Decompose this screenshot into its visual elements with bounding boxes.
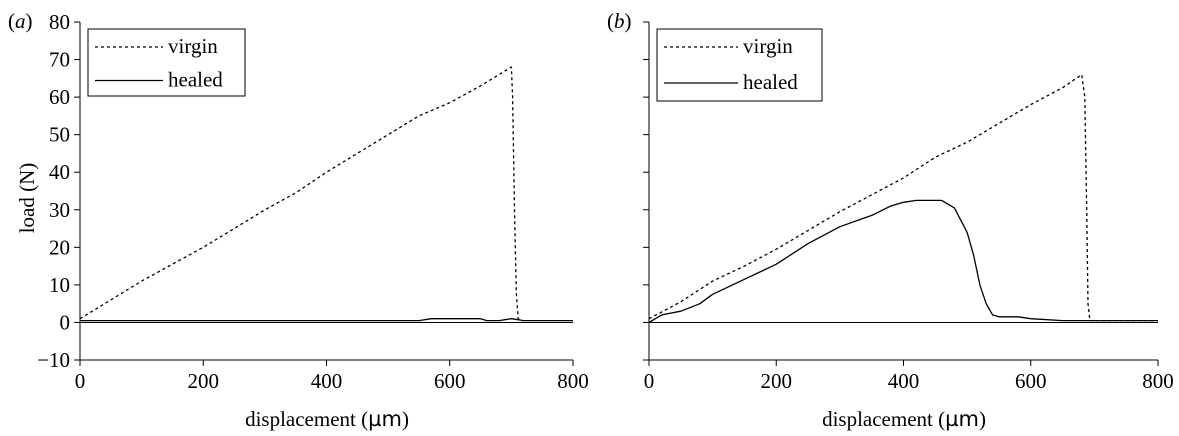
- legend-box: [656, 28, 823, 102]
- legend-label-virgin: virgin: [743, 34, 793, 58]
- y-tick-label: 60: [49, 85, 70, 109]
- x-axis-title: displacement (µm): [822, 407, 986, 431]
- x-tick-label: 0: [75, 369, 86, 393]
- x-tick-label: 200: [188, 369, 220, 393]
- x-tick-label: 200: [761, 369, 793, 393]
- x-tick-label: 600: [434, 369, 466, 393]
- legend: virgin healed: [656, 28, 823, 102]
- x-tick-label: 800: [557, 369, 589, 393]
- series-line-virgin: [648, 73, 1158, 322]
- panel-b: (b) displacement (µm) 0 200 400 600 800 virgi…: [607, 9, 1174, 431]
- y-axis-title: load (N): [15, 163, 39, 234]
- legend-label-virgin: virgin: [168, 34, 218, 58]
- panel-label-b: (b): [607, 9, 632, 33]
- y-tick-label: 10: [49, 273, 70, 297]
- y-tick-label: 40: [49, 160, 70, 184]
- legend: virgin healed: [87, 28, 246, 97]
- y-tick-label: 20: [49, 235, 70, 259]
- y-tick-label: 80: [49, 10, 70, 34]
- x-tick-label: 400: [888, 369, 920, 393]
- y-tick-label: 30: [49, 198, 70, 222]
- y-tick-label: 70: [49, 48, 70, 72]
- legend-label-healed: healed: [743, 70, 798, 94]
- legend-box: [87, 28, 246, 97]
- panel-a: (a) load (N) displacement (µm) −10010203…: [8, 9, 589, 431]
- y-tick-label: 50: [49, 123, 70, 147]
- x-axis-title: displacement (µm): [245, 407, 409, 431]
- series-line-healed: [648, 199, 1158, 323]
- x-tick-label: 600: [1015, 369, 1047, 393]
- y-tick-label: 0: [60, 310, 71, 334]
- series-line-healed: [80, 318, 573, 322]
- x-tick-label: 800: [1142, 369, 1174, 393]
- x-tick-label: 0: [644, 369, 655, 393]
- series-line-virgin: [79, 66, 524, 322]
- y-tick-label: −10: [37, 348, 70, 372]
- legend-label-healed: healed: [168, 68, 223, 92]
- x-tick-label: 400: [311, 369, 343, 393]
- panel-label-a: (a): [8, 9, 33, 33]
